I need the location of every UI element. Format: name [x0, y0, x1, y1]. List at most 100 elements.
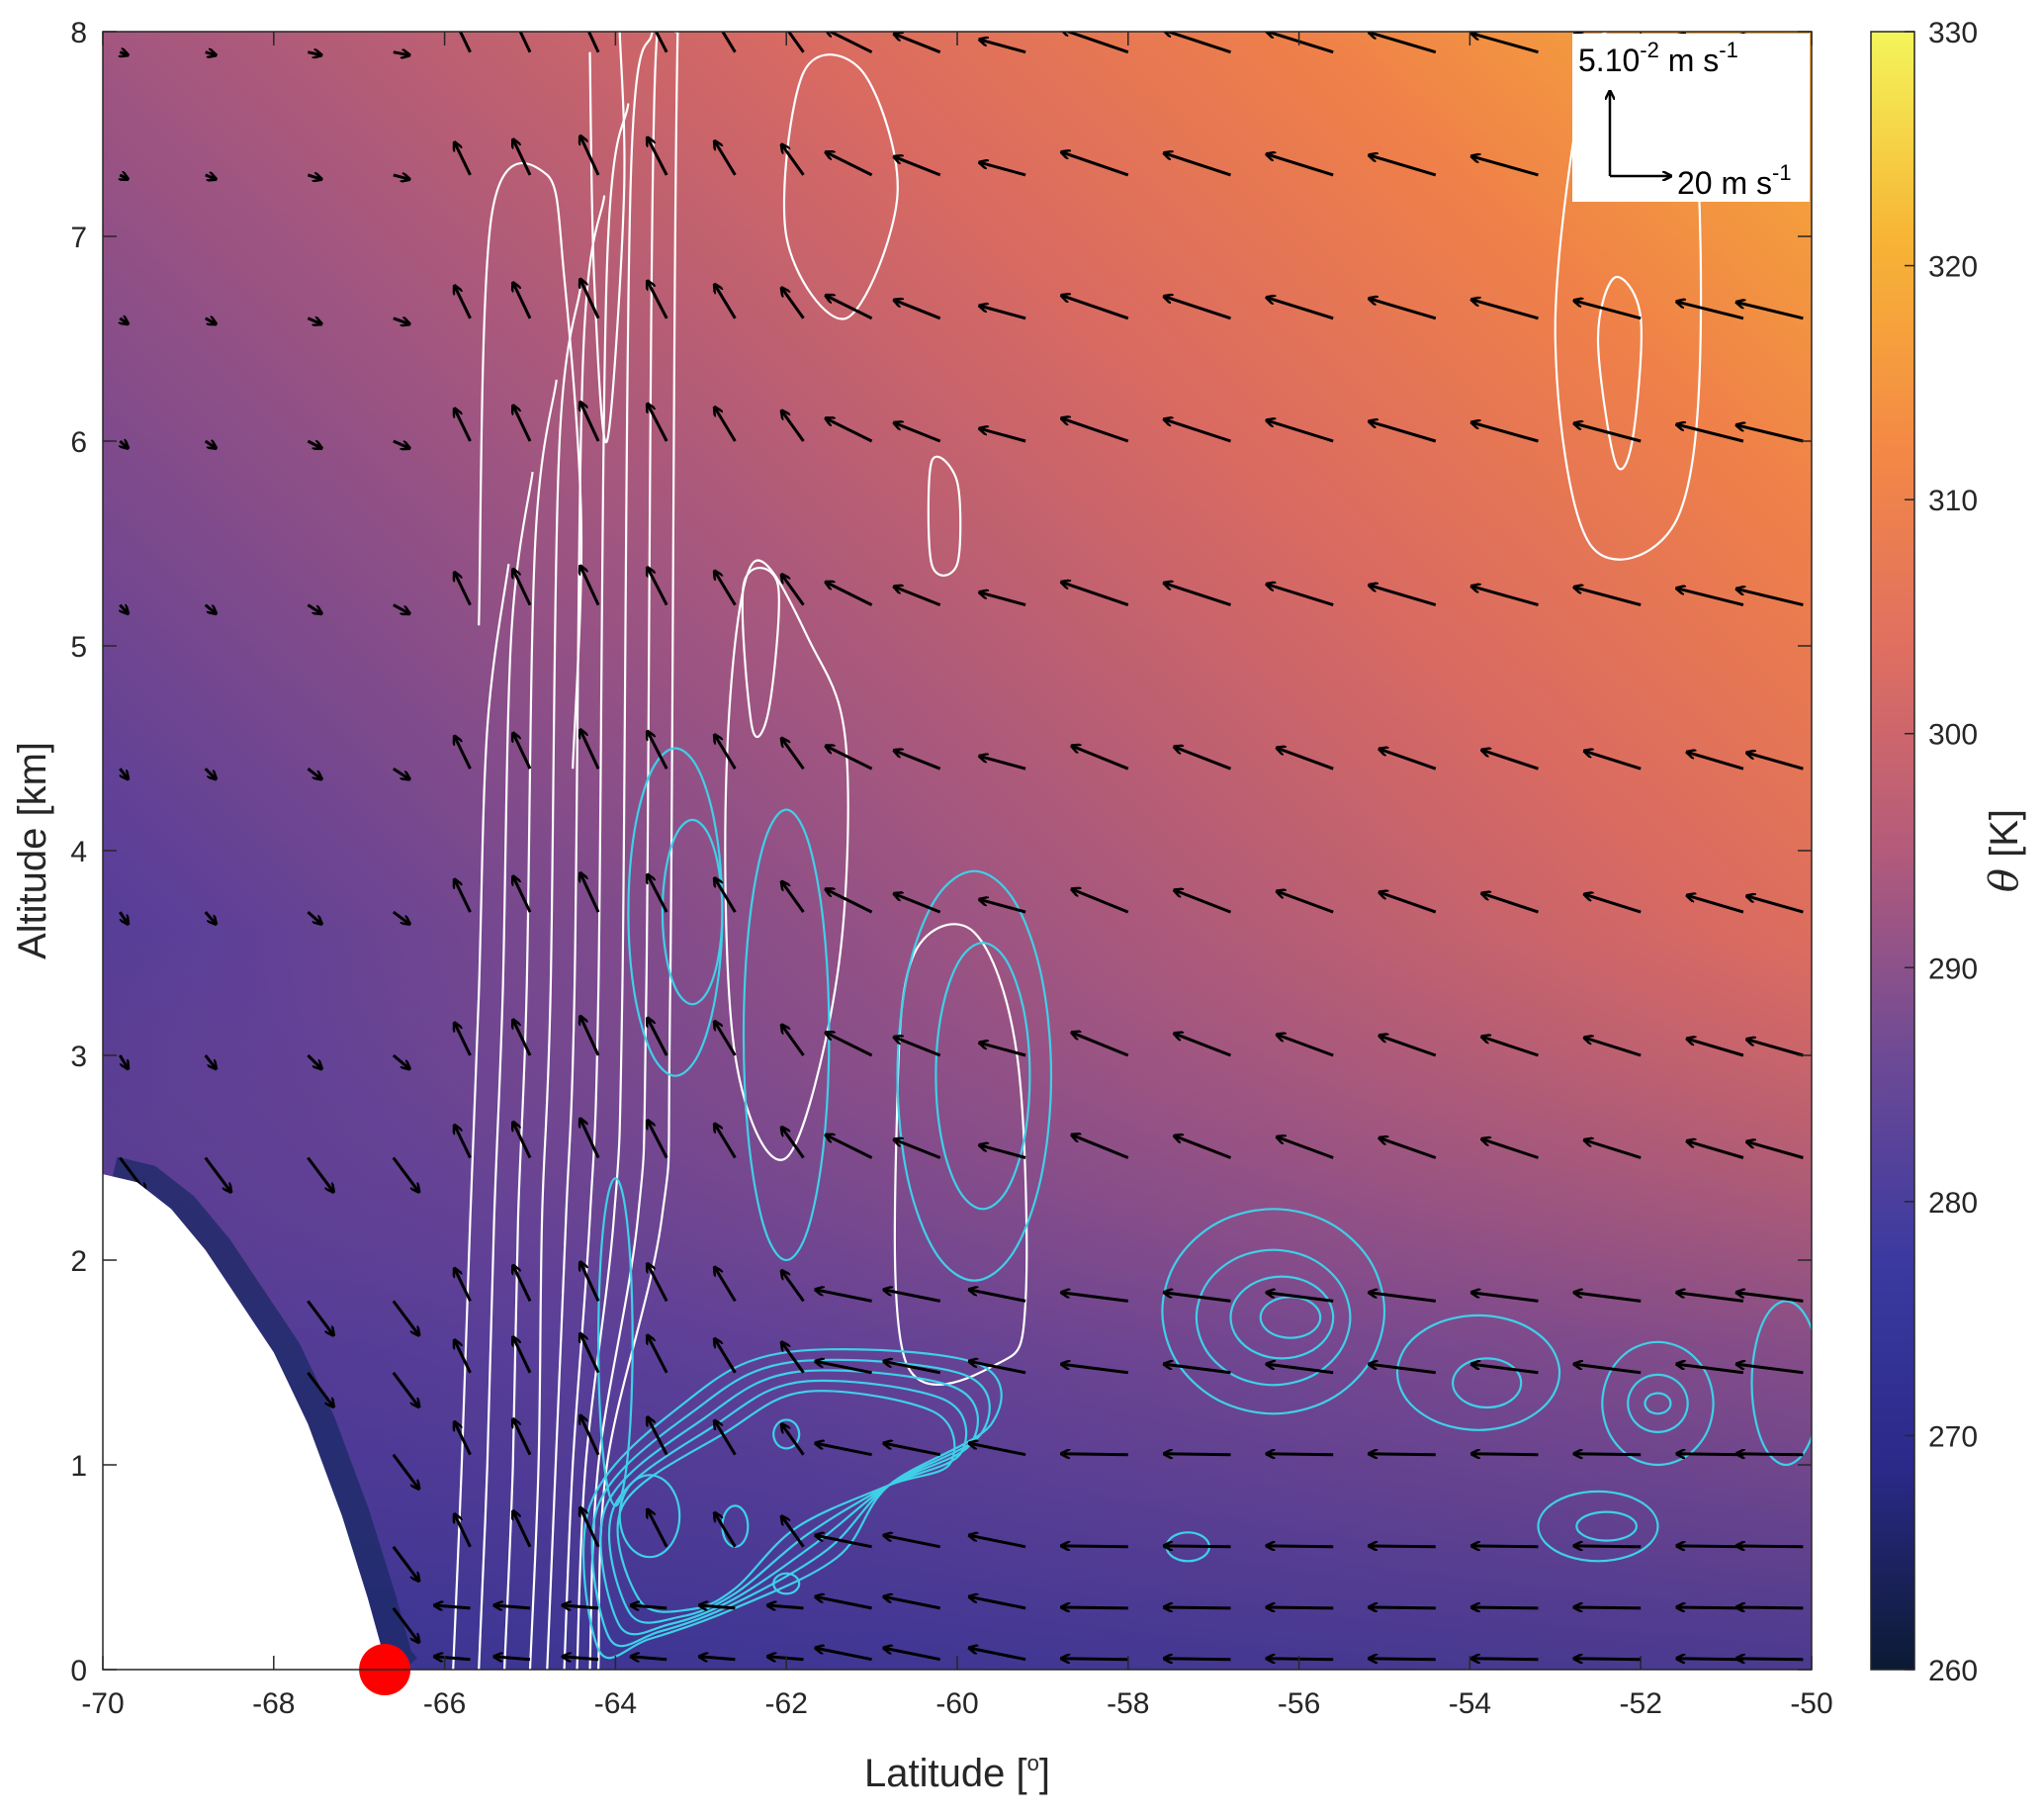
wind-arrow [815, 1361, 872, 1375]
wind-arrow [781, 1424, 805, 1456]
wind-arrow [513, 1418, 532, 1456]
cyan-contour [1644, 1392, 1672, 1415]
wind-arrow [204, 1054, 217, 1069]
wind-arrow [894, 1139, 941, 1159]
wind-arrow [786, 32, 805, 53]
wind-arrow [580, 1262, 600, 1303]
wind-arrow [119, 768, 128, 779]
wind-arrow [307, 175, 321, 179]
wind-arrow [826, 889, 873, 914]
x-axis: -70 -68 -66 -64 -62 -60 -58 -56 -54 -52 -50 [81, 32, 1833, 1720]
wind-arrow [1369, 1454, 1436, 1455]
wind-arrow [205, 52, 217, 55]
cyan-contour [661, 818, 724, 1006]
wind-arrow [1676, 1607, 1743, 1608]
colorbar-tick-label: 310 [1928, 485, 1978, 517]
wind-arrow [1072, 889, 1129, 914]
cyan-contour [772, 1418, 801, 1450]
wind-arrow [1369, 1364, 1436, 1375]
wind-arrow [781, 881, 805, 913]
cyan-contour [627, 747, 724, 1077]
y-axis: 0 1 2 3 4 5 6 7 8 [70, 17, 1812, 1687]
wind-arrow [393, 52, 410, 55]
wind-arrow [563, 1657, 599, 1660]
wind-arrow [307, 768, 321, 779]
wind-arrow [721, 32, 737, 53]
wind-arrow [1471, 1607, 1539, 1608]
wind-arrow [392, 1607, 419, 1643]
wind-arrow [1676, 1546, 1743, 1547]
wind-arrow [1471, 1293, 1539, 1303]
wind-arrow [120, 318, 128, 324]
wind-arrow [1267, 1364, 1334, 1375]
white-contour [563, 103, 630, 1670]
wind-arrow [580, 1016, 600, 1056]
wind-arrow [119, 911, 128, 924]
wind-arrow [767, 1657, 804, 1660]
wind-key-box [1572, 34, 1810, 202]
wind-arrow [715, 878, 737, 913]
wind-arrow [1061, 582, 1129, 607]
wind-arrow [1369, 299, 1437, 320]
wind-arrow [455, 1514, 472, 1548]
wind-arrow [455, 142, 472, 176]
wind-arrow [1584, 751, 1642, 771]
wind-arrow [1174, 1034, 1232, 1057]
wind-arrow [781, 288, 805, 319]
wind-arrow [1574, 1607, 1642, 1608]
wind-arrow [1584, 1140, 1642, 1159]
wind-arrow [1481, 1139, 1539, 1159]
cyan-contour [1395, 1314, 1561, 1431]
wind-arrow [715, 1338, 737, 1374]
wind-arrow [308, 52, 321, 55]
wind-arrow [307, 910, 321, 924]
theta-field-vertical-shading [103, 32, 1812, 1670]
wind-arrow [1164, 297, 1231, 320]
wind-arrow [1061, 32, 1129, 54]
colorbar-tick-label: 270 [1928, 1420, 1978, 1453]
wind-arrow [393, 318, 410, 324]
wind-arrow [1369, 1659, 1436, 1660]
wind-arrow [715, 1420, 737, 1456]
colorbar-tick-label: 330 [1928, 17, 1978, 49]
colorbar-tick-label: 290 [1928, 952, 1978, 985]
wind-arrow [631, 1605, 667, 1608]
cyan-contour [1537, 1490, 1659, 1563]
wind-arrow [826, 418, 873, 443]
wind-arrow [1687, 1039, 1744, 1057]
wind-arrow [781, 1025, 805, 1056]
wind-arrow [1676, 1293, 1744, 1303]
white-contour [1596, 275, 1643, 471]
colorbar-gradient [1870, 31, 1915, 1671]
wind-arrow [781, 1342, 805, 1374]
wind-arrow [434, 1605, 471, 1608]
white-contour [503, 379, 558, 1670]
wind-arrow [455, 1340, 472, 1374]
wind-arrow [767, 1605, 804, 1608]
cyan-contour [1229, 1275, 1335, 1360]
wind-arrow [1164, 419, 1231, 443]
wind-arrow [979, 1145, 1026, 1159]
wind-arrow [648, 1263, 668, 1303]
wind-arrow [1379, 1036, 1437, 1057]
wind-arrow [1736, 1454, 1804, 1455]
wind-arrow [307, 439, 321, 448]
wind-arrow [307, 1300, 333, 1335]
wind-arrow [1267, 154, 1334, 177]
wind-arrow [1164, 1659, 1231, 1660]
plot-area [103, 32, 1812, 1670]
wind-arrow [119, 1054, 128, 1069]
wind-arrow [781, 1516, 805, 1548]
wind-arrow [392, 1545, 419, 1582]
wind-arrow [580, 566, 600, 606]
wind-arrow [1574, 1293, 1642, 1303]
white-contour [528, 287, 582, 1670]
wind-arrow [969, 1535, 1026, 1549]
wind-arrow [1736, 1607, 1804, 1608]
wind-arrow [392, 1156, 419, 1193]
wind-key-horizontal-label: 20 m s-1 [1677, 160, 1792, 201]
wind-arrow [1369, 421, 1437, 443]
wind-arrow [1746, 1141, 1804, 1159]
wind-arrow [1061, 1364, 1128, 1375]
wind-arrow [455, 1421, 472, 1456]
